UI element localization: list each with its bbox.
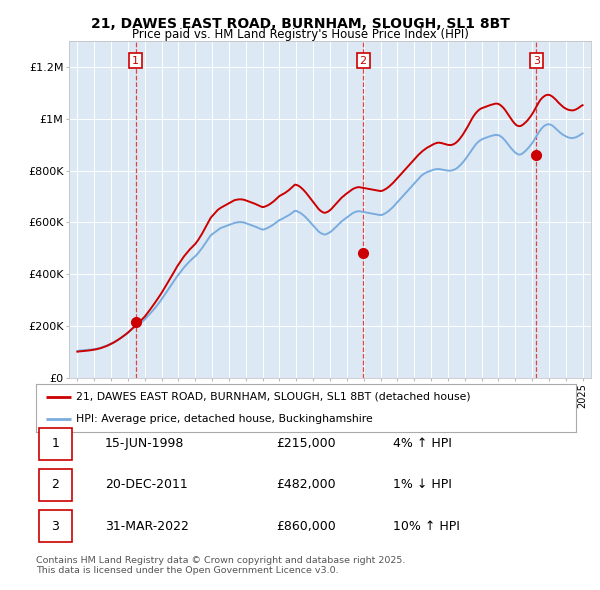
- Text: 31-MAR-2022: 31-MAR-2022: [105, 520, 189, 533]
- Text: 1: 1: [52, 437, 59, 450]
- Text: 15-JUN-1998: 15-JUN-1998: [105, 437, 184, 450]
- Text: Price paid vs. HM Land Registry's House Price Index (HPI): Price paid vs. HM Land Registry's House …: [131, 28, 469, 41]
- Text: HPI: Average price, detached house, Buckinghamshire: HPI: Average price, detached house, Buck…: [77, 414, 373, 424]
- Text: £215,000: £215,000: [276, 437, 335, 450]
- Text: 21, DAWES EAST ROAD, BURNHAM, SLOUGH, SL1 8BT: 21, DAWES EAST ROAD, BURNHAM, SLOUGH, SL…: [91, 17, 509, 31]
- Text: 1% ↓ HPI: 1% ↓ HPI: [393, 478, 452, 491]
- Text: 1: 1: [132, 55, 139, 65]
- Text: 21, DAWES EAST ROAD, BURNHAM, SLOUGH, SL1 8BT (detached house): 21, DAWES EAST ROAD, BURNHAM, SLOUGH, SL…: [77, 392, 471, 402]
- Text: 20-DEC-2011: 20-DEC-2011: [105, 478, 188, 491]
- Text: 3: 3: [533, 55, 540, 65]
- Text: Contains HM Land Registry data © Crown copyright and database right 2025.
This d: Contains HM Land Registry data © Crown c…: [36, 556, 406, 575]
- Text: £860,000: £860,000: [276, 520, 336, 533]
- Text: 10% ↑ HPI: 10% ↑ HPI: [393, 520, 460, 533]
- Text: 2: 2: [359, 55, 367, 65]
- Text: 4% ↑ HPI: 4% ↑ HPI: [393, 437, 452, 450]
- Text: 2: 2: [52, 478, 59, 491]
- Text: 3: 3: [52, 520, 59, 533]
- Text: £482,000: £482,000: [276, 478, 335, 491]
